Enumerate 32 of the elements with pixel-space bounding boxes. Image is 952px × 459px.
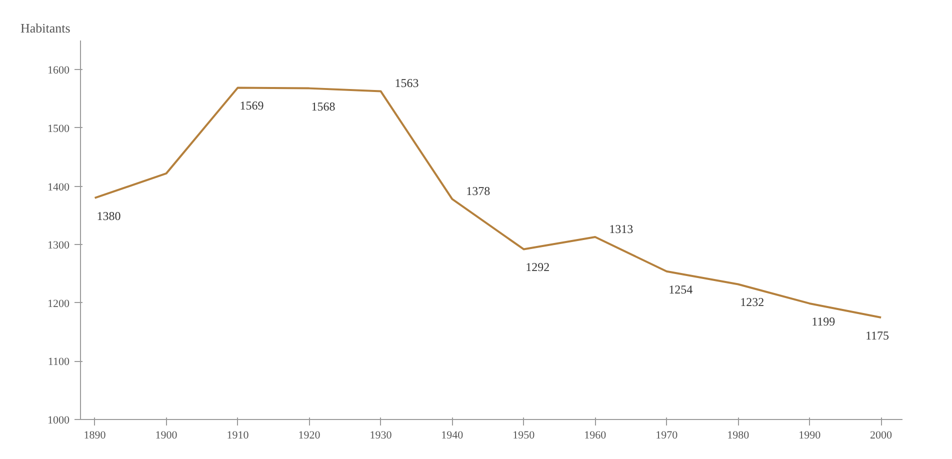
data-label: 1378 xyxy=(466,184,490,198)
x-tick-label: 1970 xyxy=(656,430,678,442)
y-tick-label: 1500 xyxy=(48,122,70,135)
x-tick-label: 1950 xyxy=(512,430,536,442)
data-label: 1313 xyxy=(609,222,634,236)
data-label: 1569 xyxy=(240,98,264,113)
data-label: 1568 xyxy=(311,99,336,114)
data-label: 1199 xyxy=(812,314,836,328)
x-tick-label: 1940 xyxy=(441,430,464,442)
data-label: 1254 xyxy=(668,282,693,296)
y-tick-label: 1000 xyxy=(48,414,70,426)
data-label: 1232 xyxy=(740,295,764,310)
x-tick-label: 1980 xyxy=(727,430,750,442)
x-tick-label: 2000 xyxy=(870,430,893,442)
x-tick-label: 1920 xyxy=(298,430,321,442)
y-tick-label: 1600 xyxy=(48,64,70,77)
data-label: 1563 xyxy=(394,76,419,90)
line-series xyxy=(94,86,882,318)
y-tick-label: 1300 xyxy=(48,240,70,252)
y-axis-title: Habitants xyxy=(20,20,70,36)
x-tick-label: 1900 xyxy=(155,430,178,442)
x-tick-label: 1960 xyxy=(584,430,607,442)
data-label: 1175 xyxy=(866,328,890,342)
x-tick-label: 1890 xyxy=(84,430,106,442)
x-tick-label: 1910 xyxy=(226,430,250,442)
y-tick-label: 1200 xyxy=(48,298,70,310)
y-tick-label: 1400 xyxy=(48,181,70,194)
x-tick-label: 1930 xyxy=(370,430,392,442)
y-tick-label: 1100 xyxy=(48,356,70,368)
data-label: 1380 xyxy=(96,208,121,223)
x-tick-label: 1990 xyxy=(798,430,822,442)
data-label: 1292 xyxy=(526,260,550,274)
